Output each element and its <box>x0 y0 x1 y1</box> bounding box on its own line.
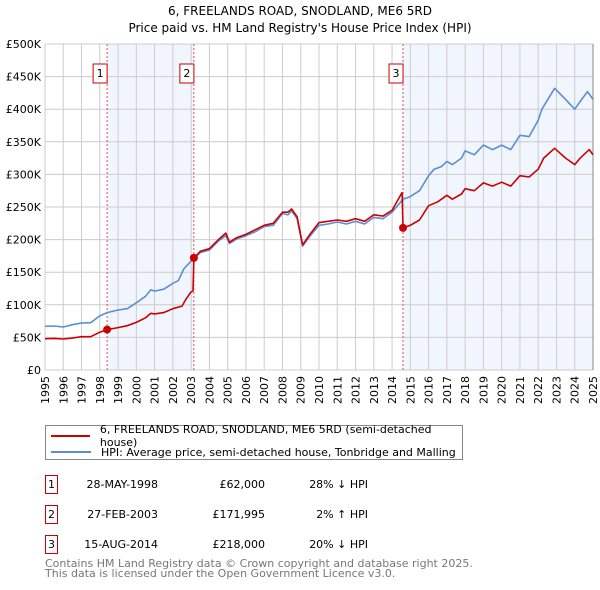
legend-label-hpi: HPI: Average price, semi-detached house,… <box>101 445 456 459</box>
transaction-number: 2 <box>45 505 58 524</box>
transaction-number: 3 <box>45 535 58 554</box>
legend-swatch-red <box>51 435 90 437</box>
x-tick-label: 2012 <box>350 376 363 404</box>
x-tick-label: 2022 <box>532 376 545 404</box>
y-tick-label: £200K <box>6 234 42 247</box>
x-tick-label: 2004 <box>203 376 216 404</box>
chart-title: 6, FREELANDS ROAD, SNODLAND, ME6 5RD <box>168 4 432 18</box>
y-tick-label: £250K <box>6 201 42 214</box>
x-tick-label: 2025 <box>587 376 600 404</box>
x-tick-label: 2007 <box>258 376 271 404</box>
x-tick-label: 2010 <box>313 376 326 404</box>
x-tick-label: 2002 <box>167 376 180 404</box>
x-tick-label: 2000 <box>130 376 143 404</box>
transaction-price: £171,995 <box>212 508 266 521</box>
sale-point <box>103 325 112 334</box>
x-tick-label: 2006 <box>240 376 253 404</box>
x-tick-label: 1999 <box>112 376 125 404</box>
x-tick-label: 2014 <box>386 376 399 404</box>
sale-label: 2 <box>183 67 190 80</box>
legend: 6, FREELANDS ROAD, SNODLAND, ME6 5RD (se… <box>45 423 463 460</box>
sale-label-box <box>92 63 108 84</box>
transaction-date: 15-AUG-2014 <box>84 538 158 551</box>
sale-label: 1 <box>97 67 104 80</box>
footer-copyright: Contains HM Land Registry data © Crown c… <box>45 557 473 570</box>
x-tick-label: 2013 <box>368 376 381 404</box>
transaction-hpi: 28% ↓ HPI <box>309 478 368 491</box>
transaction-price: £218,000 <box>212 538 266 551</box>
transaction-number: 1 <box>45 475 58 494</box>
y-tick-label: £50K <box>13 331 42 344</box>
y-tick-label: £300K <box>6 168 42 181</box>
y-tick-label: £0 <box>27 364 41 377</box>
sale-label: 3 <box>393 67 400 80</box>
hpi-line <box>44 87 594 328</box>
x-tick-label: 2017 <box>441 376 454 404</box>
transaction-hpi: 2% ↑ HPI <box>316 508 368 521</box>
legend-item-hpi: HPI: Average price, semi-detached house,… <box>46 444 456 460</box>
y-tick-label: £350K <box>6 136 42 149</box>
x-tick-label: 2003 <box>185 376 198 404</box>
x-tick-label: 2008 <box>276 376 289 404</box>
x-tick-label: 1998 <box>94 376 107 404</box>
x-tick-label: 1995 <box>39 376 52 404</box>
legend-swatch-blue <box>51 451 91 453</box>
y-tick-label: £400K <box>6 103 42 116</box>
x-tick-label: 2024 <box>569 376 582 404</box>
x-tick-label: 2020 <box>496 376 509 404</box>
footer-licence: This data is licensed under the Open Gov… <box>45 567 396 580</box>
x-tick-label: 2001 <box>149 376 162 404</box>
x-tick-label: 2018 <box>459 376 472 404</box>
sale-label-box <box>388 63 404 84</box>
x-tick-label: 2016 <box>423 376 436 404</box>
legend-item-property: 6, FREELANDS ROAD, SNODLAND, ME6 5RD (se… <box>46 423 462 449</box>
property-price-line <box>44 147 594 340</box>
x-tick-label: 2015 <box>404 376 417 404</box>
footer: Contains HM Land Registry data © Crown c… <box>45 557 473 580</box>
transaction-date: 28-MAY-1998 <box>86 478 158 491</box>
sale-point <box>189 253 198 262</box>
x-tick-label: 2021 <box>514 376 527 404</box>
transaction-row: 3 15-AUG-2014 £218,000 20% ↓ HPI <box>45 535 445 555</box>
x-tick-label: 1997 <box>76 376 89 404</box>
transaction-row: 1 28-MAY-1998 £62,000 28% ↓ HPI <box>45 475 445 495</box>
x-tick-label: 2009 <box>295 376 308 404</box>
transaction-price: £62,000 <box>219 478 266 491</box>
transaction-date: 27-FEB-2003 <box>87 508 158 521</box>
y-tick-label: £450K <box>6 71 42 84</box>
chart-subtitle: Price paid vs. HM Land Registry's House … <box>128 21 471 35</box>
x-tick-label: 2023 <box>550 376 563 404</box>
y-tick-label: £100K <box>6 299 42 312</box>
transaction-hpi: 20% ↓ HPI <box>309 538 368 551</box>
x-tick-label: 2011 <box>331 376 344 404</box>
x-tick-label: 2019 <box>477 376 490 404</box>
x-tick-label: 2005 <box>222 376 235 404</box>
y-tick-label: £150K <box>6 266 42 279</box>
sale-point <box>399 223 408 232</box>
legend-label-property: 6, FREELANDS ROAD, SNODLAND, ME6 5RD (se… <box>99 423 432 449</box>
x-tick-label: 1996 <box>57 376 70 404</box>
price-chart: 6, FREELANDS ROAD, SNODLAND, ME6 5RD Pri… <box>6 4 600 404</box>
transaction-row: 2 27-FEB-2003 £171,995 2% ↑ HPI <box>45 505 445 525</box>
y-tick-label: £500K <box>6 38 42 51</box>
sale-label-box <box>179 63 195 84</box>
